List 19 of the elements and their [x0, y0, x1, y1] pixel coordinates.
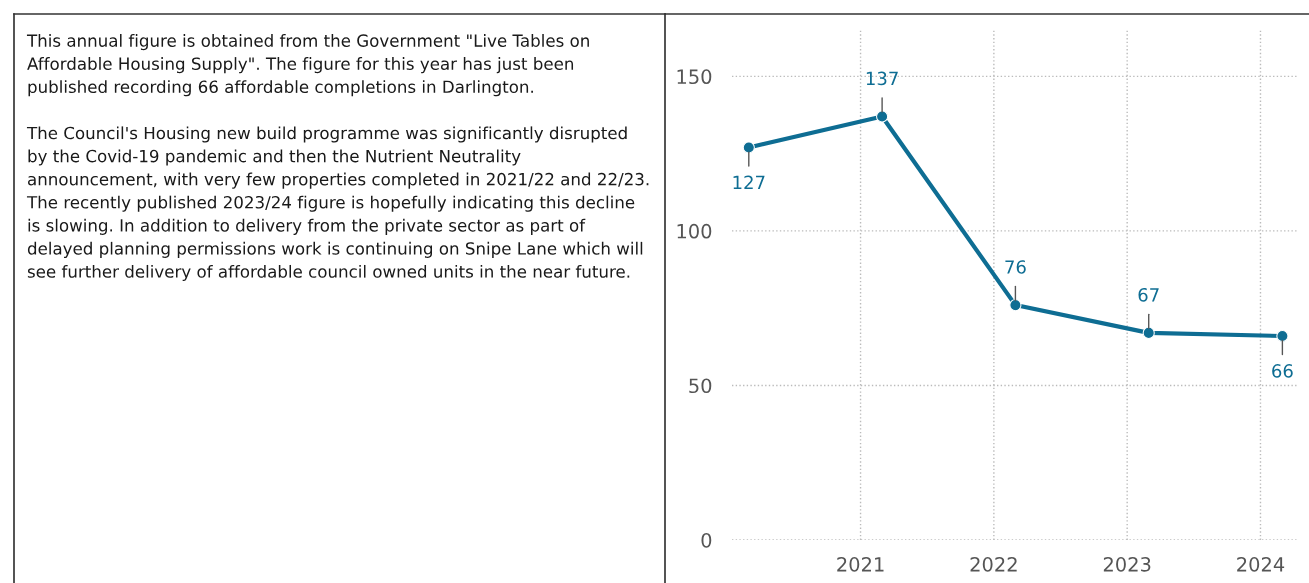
x-tick-label: 2021 [837, 557, 884, 572]
data-label: 76 [1005, 260, 1026, 274]
data-label: 137 [866, 71, 898, 86]
data-label: 127 [733, 175, 765, 189]
y-tick-label: 50 [689, 378, 712, 394]
text: This annual figure is obtained from the Government "Live Tables on Affordable Housing Supply". The figure for this year has just been published recording 66 affordable completions in Darlington. The Council's Housing new build programme was significantly disrupted by the Covid-19 pandemic and then the Nutrient Neutrality announcement, with very few properties completed in 2021/22 and 22/23. The recently published 2023/24 figure is hopefully indicating this decline is slowing. In addition to delivery from the private sector as part of delayed planning permissions work is continuing on Snipe Lane which will see further delivery of affordable council owned units in the near future. [26, 34, 649, 282]
x-tick-label: 2024 [1237, 557, 1285, 572]
point [1009, 299, 1022, 312]
y-tick-label: 100 [677, 223, 712, 239]
point [1142, 326, 1155, 339]
y-tick-label: 150 [677, 69, 712, 85]
y-tick-label: 0 [701, 532, 712, 548]
point [1276, 329, 1289, 343]
point [876, 110, 889, 123]
data-label: 66 [1272, 364, 1293, 378]
x-tick-label: 2023 [1103, 557, 1151, 572]
data-label: 67 [1138, 287, 1159, 302]
point [742, 141, 755, 154]
x-tick-label: 2022 [970, 557, 1017, 572]
